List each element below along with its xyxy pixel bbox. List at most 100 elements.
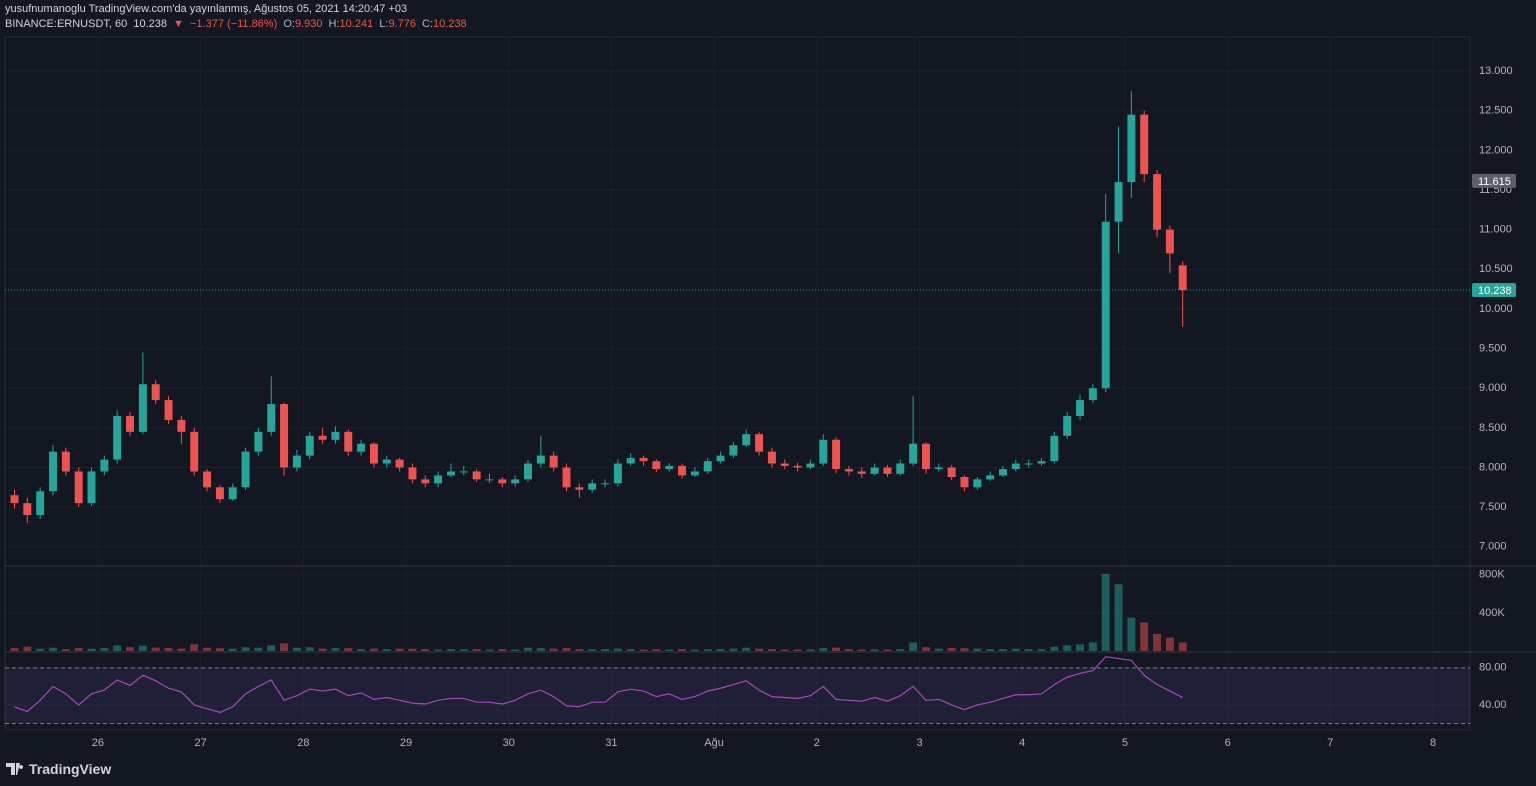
volume-bar xyxy=(973,648,982,651)
volume-bar xyxy=(780,649,789,651)
x-tick-label: 31 xyxy=(605,737,617,749)
volume-bar xyxy=(1178,642,1187,651)
volume-bar xyxy=(729,648,738,651)
candle-body xyxy=(151,384,160,401)
candle-body xyxy=(1076,400,1084,416)
volume-bar xyxy=(678,649,687,651)
ohlc-line: BINANCE:ERNUSDT, 60 10.238 ▼ −1.377 (−11… xyxy=(5,17,470,32)
candle-body xyxy=(1140,114,1149,175)
volume-bar xyxy=(369,648,378,651)
candle-body xyxy=(215,487,224,500)
h-label: H: xyxy=(328,18,340,30)
volume-bar xyxy=(960,648,969,651)
volume-bar xyxy=(151,647,160,651)
y-tick-label: 11.000 xyxy=(1479,224,1512,236)
volume-bar xyxy=(806,649,815,651)
volume-bar xyxy=(215,648,224,651)
volume-bar xyxy=(665,649,674,651)
x-tick-label: Ağu xyxy=(704,737,724,749)
candle-body xyxy=(870,467,879,474)
footer-logo: TradingView xyxy=(6,761,111,777)
volume-bar xyxy=(1127,617,1136,651)
volume-bar xyxy=(74,648,83,651)
candle-body xyxy=(588,483,597,490)
volume-bar xyxy=(1050,646,1059,651)
volume-bar xyxy=(883,649,892,651)
candle-body xyxy=(690,471,699,476)
volume-bar xyxy=(305,647,314,651)
volume-bar xyxy=(421,649,430,651)
candle-body xyxy=(292,455,301,468)
candle-body xyxy=(1165,229,1174,254)
candle-body xyxy=(382,459,391,464)
logo-icon xyxy=(6,763,24,775)
candle-body xyxy=(241,451,250,488)
volume-bar xyxy=(549,648,558,651)
candle-body xyxy=(1024,463,1033,465)
volume-bar xyxy=(87,648,96,651)
y-tick-label: 10.000 xyxy=(1479,303,1513,315)
y-tick-label: 7.500 xyxy=(1479,501,1507,513)
candle-body xyxy=(780,463,789,466)
candle-body xyxy=(74,471,83,504)
volume-bar xyxy=(292,647,301,651)
y-tick-label: 13.000 xyxy=(1479,65,1513,77)
x-tick-label: 30 xyxy=(503,737,515,749)
volume-bar xyxy=(10,648,19,651)
volume-bar xyxy=(947,648,956,651)
candle-body xyxy=(973,479,982,488)
candle-body xyxy=(1127,114,1136,183)
candle-body xyxy=(190,431,199,472)
candle-body xyxy=(806,463,815,468)
volume-bar xyxy=(408,648,417,651)
candle-body xyxy=(921,443,930,470)
candle-body xyxy=(228,487,237,500)
x-tick-label: 29 xyxy=(400,737,412,749)
candle-body xyxy=(1063,415,1072,436)
x-tick-label: 7 xyxy=(1327,737,1333,749)
candle-body xyxy=(511,479,520,484)
candle-body xyxy=(331,431,340,440)
volume-bar xyxy=(485,649,494,651)
x-tick-label: 3 xyxy=(916,737,922,749)
volume-bar xyxy=(1076,644,1084,651)
volume-bar xyxy=(524,647,532,651)
volume-bar xyxy=(1024,649,1033,651)
price-tag xyxy=(1472,283,1516,298)
volume-bar xyxy=(690,649,699,651)
volume-bar xyxy=(61,649,70,651)
volume-bar xyxy=(652,649,661,651)
volume-bar xyxy=(190,644,199,651)
candle-body xyxy=(1050,435,1059,462)
candle-body xyxy=(485,479,494,481)
volume-bar xyxy=(357,649,366,651)
logo-text: TradingView xyxy=(29,761,112,777)
candle-body xyxy=(883,467,892,474)
x-tick-label: 28 xyxy=(297,737,309,749)
volume-bar xyxy=(793,649,802,651)
volume-bar xyxy=(716,649,725,651)
candle-body xyxy=(960,477,969,488)
volume-bar xyxy=(164,648,173,651)
candle-body xyxy=(575,487,584,490)
candle-body xyxy=(23,503,32,516)
volume-bar xyxy=(857,649,866,651)
volume-bar xyxy=(100,648,109,651)
candle-body xyxy=(344,431,353,452)
candle-body xyxy=(459,471,468,473)
y-tick-label: 8.000 xyxy=(1479,461,1507,473)
last-price: 10.238 xyxy=(133,18,167,30)
candle-body xyxy=(626,457,635,464)
candle-body xyxy=(126,415,135,432)
x-tick-label: 27 xyxy=(195,737,207,749)
volume-bar xyxy=(1011,648,1020,651)
candle-body xyxy=(536,455,545,464)
candle-body xyxy=(986,475,995,480)
volume-bar xyxy=(575,649,584,651)
candle-body xyxy=(999,469,1007,476)
volume-bar xyxy=(1101,573,1110,651)
candle-body xyxy=(947,467,956,477)
candle-body xyxy=(832,439,841,470)
volume-bar xyxy=(126,647,135,651)
